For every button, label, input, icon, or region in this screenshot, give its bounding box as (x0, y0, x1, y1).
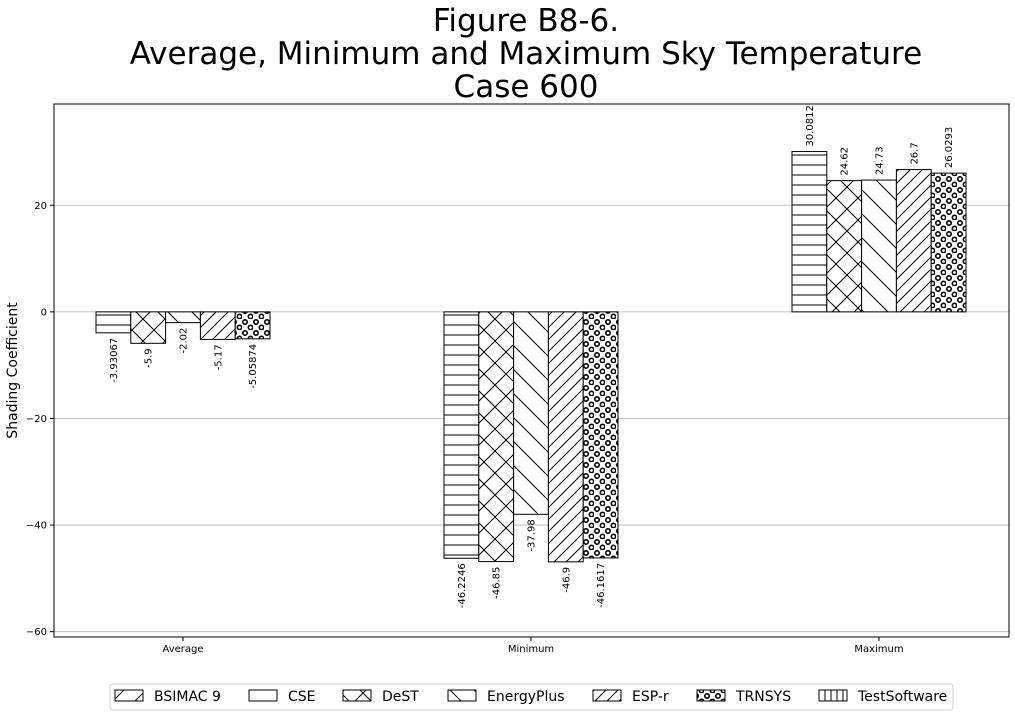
data-label: -46.9 (561, 567, 572, 593)
legend: BSIMAC 9 CSE DeST EnergyPlus ESP-r TRNSYS Test… (109, 683, 954, 711)
data-label: 30.0812 (805, 105, 816, 146)
bar (895, 169, 932, 313)
legend-label: TestSoftware (857, 689, 947, 705)
bar (95, 311, 132, 334)
chart-title-line: Case 600 (454, 69, 599, 105)
legend-label: EnergyPlus (487, 689, 565, 705)
y-tick-label: 0 (41, 307, 47, 318)
legend-label: CSE (288, 689, 316, 705)
bar (165, 311, 201, 324)
legend-label: TRNSYS (735, 689, 791, 705)
bar (930, 172, 967, 313)
bar (547, 311, 584, 563)
legend-swatch (342, 689, 372, 702)
bar (826, 180, 863, 313)
legend-swatch (248, 689, 278, 702)
legend-swatch (592, 689, 622, 702)
x-axis-ticks: Average Minimum Maximum (162, 637, 904, 655)
legend-swatch (447, 689, 477, 702)
data-label: 26.7 (909, 142, 920, 164)
bar (234, 311, 271, 340)
bar (199, 311, 236, 340)
y-tick-label: −40 (26, 521, 47, 532)
legend-frame (109, 683, 954, 711)
legend-label: DeST (382, 689, 419, 705)
data-label: -5.9 (144, 348, 155, 368)
bar (478, 311, 515, 563)
bar (791, 151, 828, 313)
data-label: -5.17 (213, 344, 224, 370)
x-tick-label: Average (162, 644, 203, 655)
y-axis-ticks: −60 −40 −20 0 20 (26, 201, 54, 638)
y-axis-label: Shading Coefficient (5, 302, 21, 439)
data-label: -3.93067 (109, 338, 120, 383)
data-label: -2.02 (179, 328, 190, 354)
y-tick-label: −60 (26, 627, 47, 638)
data-label: 24.73 (875, 146, 886, 175)
legend-swatch (696, 689, 726, 702)
y-tick-label: −20 (26, 414, 47, 425)
bar (443, 311, 480, 559)
data-label: -46.1617 (596, 563, 607, 608)
bar (582, 311, 619, 559)
data-label: -46.85 (492, 567, 503, 599)
y-tick-label: 20 (34, 201, 47, 212)
data-label: 24.62 (840, 147, 851, 176)
x-tick-label: Minimum (508, 644, 554, 655)
bar (513, 311, 549, 515)
chart-title-line: Figure B8-6. (433, 3, 619, 39)
bar (130, 311, 167, 344)
legend-label: ESP-r (632, 689, 669, 705)
data-label: 26.0293 (944, 127, 955, 168)
bar (861, 179, 897, 313)
data-label: -46.2246 (457, 563, 468, 608)
chart-title-line: Average, Minimum and Maximum Sky Tempera… (130, 36, 922, 72)
chart-title: Figure B8-6.Average, Minimum and Maximum… (130, 3, 922, 105)
data-labels: -3.93067 -46.2246 30.0812 -5.9 -46.85 24.62 -2… (109, 105, 955, 608)
x-tick-label: Maximum (854, 644, 903, 655)
legend-label: BSIMAC 9 (154, 689, 221, 705)
data-label: -37.98 (527, 519, 538, 551)
legend-swatch (818, 689, 848, 702)
bars (95, 151, 967, 563)
legend-swatch (114, 689, 144, 702)
data-label: -5.05874 (248, 344, 259, 389)
